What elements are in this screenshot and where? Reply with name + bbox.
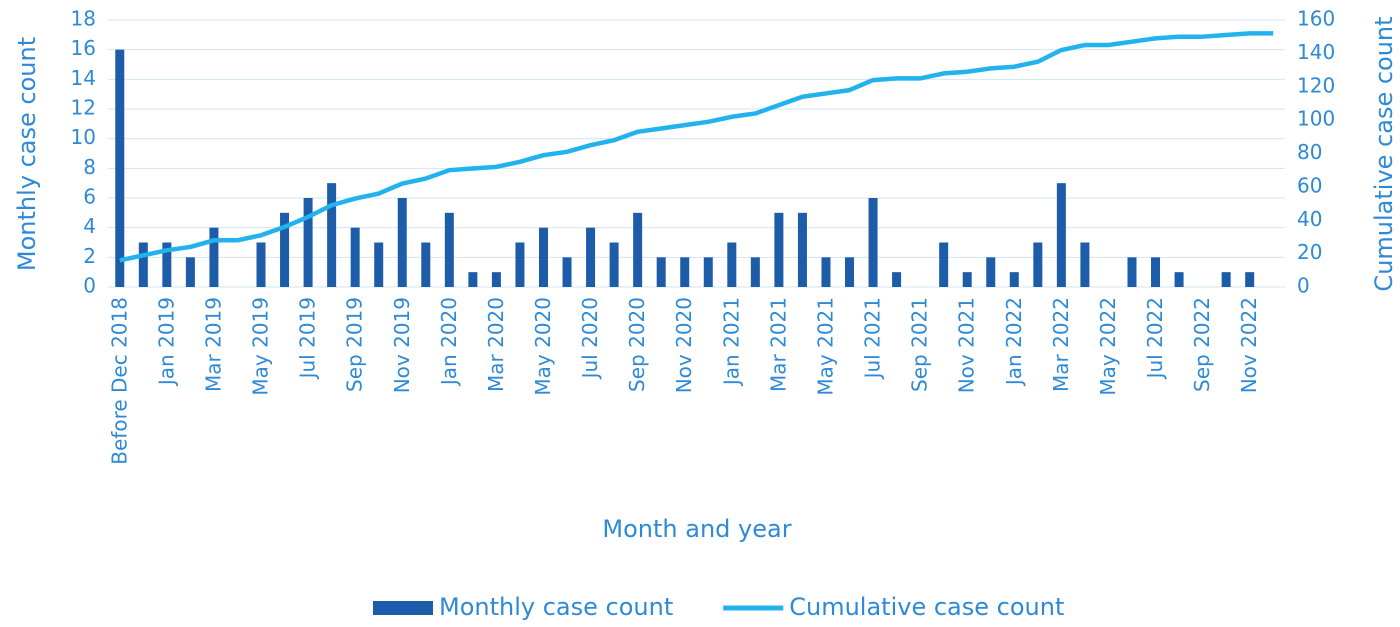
x-tick-label: May 2019 [249,297,273,396]
x-tick-label: Jul 2019 [296,297,320,380]
y-tick-label: 10 [71,125,96,149]
bar [444,212,454,287]
bar [1127,257,1137,287]
bar [185,257,195,287]
y2-tick-label: 0 [1297,274,1310,298]
bar [703,257,713,287]
bar [209,227,219,287]
bar [515,242,525,287]
bar [845,257,855,287]
bar [656,257,666,287]
x-tick-label: Sep 2022 [1190,297,1214,392]
bar [491,272,501,287]
bar [303,198,313,287]
y-tick-label: 0 [83,274,96,298]
x-tick-label: Jan 2020 [437,297,461,387]
y-tick-label: 12 [71,96,96,120]
x-tick-label: May 2021 [813,297,837,396]
y-tick-label: 8 [83,155,96,179]
bar [162,242,172,287]
bar [633,212,643,287]
y2-tick-label: 160 [1297,7,1335,31]
bar [774,212,784,287]
x-tick-label: Mar 2022 [1049,297,1073,392]
bar [1056,183,1066,287]
y2-tick-label: 100 [1297,107,1335,131]
bar [868,198,878,287]
x-tick-label: Nov 2022 [1237,297,1261,393]
y-tick-label: 4 [83,214,96,238]
bar [1245,272,1255,287]
bar [609,242,619,287]
bar [1174,272,1184,287]
bar [115,49,125,287]
y-axis-title: Monthly case count [13,37,41,271]
bar [1221,272,1231,287]
x-tick-label: Jul 2021 [861,297,885,380]
x-tick-label: Before Dec 2018 [107,297,131,465]
x-tick-label: Sep 2020 [625,297,649,392]
x-tick-label: Nov 2019 [390,297,414,393]
bar [1151,257,1161,287]
x-tick-label: Mar 2020 [484,297,508,392]
bar [962,272,972,287]
x-tick-label: Nov 2020 [672,297,696,393]
x-axis-title: Month and year [602,515,791,543]
bar [138,242,148,287]
x-tick-label: Jan 2019 [154,297,178,387]
bar [586,227,596,287]
bar [939,242,949,287]
line [119,31,1274,263]
bar [350,227,360,287]
x-tick-label: May 2022 [1096,297,1120,396]
bar [1033,242,1043,287]
legend-swatch [373,601,433,615]
bar [680,257,690,287]
bar [821,257,831,287]
bar [1080,242,1090,287]
bar [397,198,407,287]
x-tick-label: Jan 2021 [719,297,743,387]
y2-axis-title: Cumulative case count [1370,16,1398,291]
x-tick-label: Mar 2019 [201,297,225,392]
x-tick-label: Sep 2019 [343,297,367,392]
bar [256,242,266,287]
y2-tick-label: 40 [1297,207,1322,231]
bar [421,242,431,287]
bar [750,257,760,287]
bar [374,242,384,287]
y-tick-label: 16 [71,36,96,60]
bar [280,212,290,287]
x-tick-label: May 2020 [531,297,555,396]
bar [892,272,902,287]
y2-tick-label: 120 [1297,73,1335,97]
y2-tick-label: 60 [1297,173,1322,197]
legend-label: Cumulative case count [789,593,1064,621]
bar [562,257,572,287]
y2-tick-label: 140 [1297,40,1335,64]
y-tick-label: 6 [83,185,96,209]
y-tick-label: 2 [83,244,96,268]
bar [327,183,337,287]
bar [986,257,996,287]
bar [727,242,737,287]
legend-label: Monthly case count [439,593,673,621]
x-tick-label: Jul 2022 [1143,297,1167,380]
bar [797,212,807,287]
bar [538,227,548,287]
x-tick-label: Sep 2021 [908,297,932,392]
x-tick-label: Jul 2020 [578,297,602,380]
x-tick-label: Nov 2021 [955,297,979,393]
y-tick-label: 14 [71,66,96,90]
x-tick-label: Jan 2022 [1002,297,1026,387]
bar [1009,272,1019,287]
y2-tick-label: 20 [1297,240,1322,264]
bar [468,272,478,287]
x-tick-label: Mar 2021 [766,297,790,392]
y-tick-label: 18 [71,7,96,31]
y2-tick-label: 80 [1297,140,1322,164]
